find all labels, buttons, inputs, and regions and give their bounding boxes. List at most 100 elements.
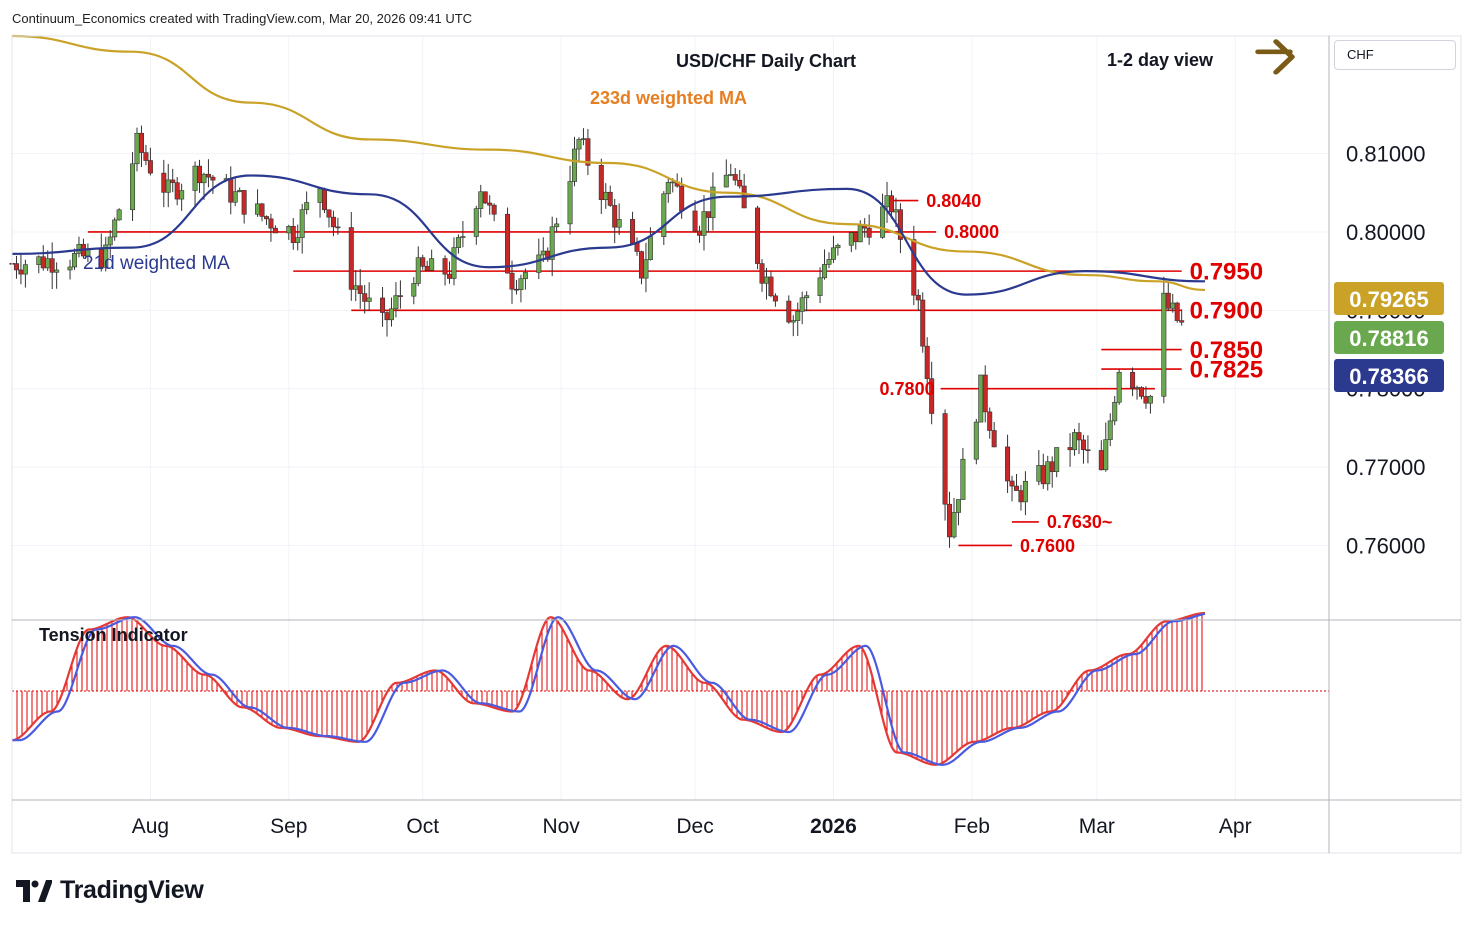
candle-body <box>161 172 167 193</box>
candle-body <box>804 295 810 299</box>
candle-body <box>54 269 60 273</box>
candle-body <box>174 182 180 200</box>
tradingview-logo-icon <box>16 879 52 902</box>
candle-body <box>701 211 707 236</box>
candle-body <box>36 256 42 265</box>
candle-body <box>616 219 622 228</box>
candle-body <box>576 139 582 150</box>
candle-body <box>1040 465 1046 485</box>
candle-body <box>1018 490 1024 503</box>
candle-body <box>112 219 118 238</box>
candle-body <box>987 411 993 431</box>
candle-body <box>205 173 211 178</box>
x-tick-label: Apr <box>1219 815 1252 838</box>
candle-body <box>1013 485 1019 491</box>
level-label: 0.8040 <box>926 191 981 211</box>
candle-body <box>335 226 341 229</box>
candle-body <box>116 209 122 221</box>
x-tick-label: Feb <box>954 815 990 838</box>
candle-body <box>299 209 305 238</box>
candle-body <box>982 374 988 413</box>
candle-body <box>540 250 546 256</box>
candle-body <box>880 206 886 238</box>
chart-credit: Continuum_Economics created with Trading… <box>12 11 473 26</box>
candle-body <box>634 242 640 252</box>
candle-body <box>1049 461 1055 473</box>
candle-body <box>232 191 238 203</box>
candle-body <box>22 264 28 275</box>
currency-selector[interactable]: CHF <box>1334 40 1456 70</box>
level-label: 0.7900 <box>1190 298 1263 325</box>
candle-body <box>580 138 586 140</box>
candle-body <box>290 226 296 243</box>
candle-body <box>366 297 372 302</box>
candle-body <box>473 208 479 237</box>
candle-body <box>1080 439 1086 451</box>
candle-body <box>991 430 997 448</box>
tradingview-logo: TradingView <box>16 876 204 905</box>
candle-body <box>455 237 461 248</box>
candle-body <box>147 160 153 174</box>
candle-body <box>192 165 198 191</box>
axes: 0.760000.770000.780000.790000.800000.810… <box>11 35 1462 854</box>
candle-body <box>1009 480 1015 487</box>
chart-frame <box>11 35 1462 854</box>
candle-body <box>353 285 359 290</box>
ma233-line <box>11 34 1206 292</box>
price-badge <box>1334 282 1444 315</box>
candle-body <box>630 219 636 244</box>
candle-body <box>826 259 832 265</box>
candle-body <box>138 132 144 153</box>
candle-body <box>772 295 778 302</box>
candle-body <box>536 254 542 273</box>
candle-body <box>915 294 921 301</box>
candle-body <box>799 297 805 312</box>
candle-body <box>737 179 743 187</box>
candle-body <box>447 273 453 279</box>
candle-body <box>795 311 801 321</box>
tension-signal-line <box>11 612 1205 766</box>
candle-body <box>518 278 524 290</box>
candle-body <box>763 276 769 284</box>
candle-body <box>643 259 649 279</box>
candle-body <box>357 285 363 294</box>
moving-averages <box>11 34 1206 296</box>
candle-body <box>598 165 604 201</box>
candlestick-series <box>9 125 1185 548</box>
candle-body <box>1112 401 1118 422</box>
candle-body <box>1134 387 1140 389</box>
candle-body <box>759 263 765 284</box>
candle-body <box>888 195 894 213</box>
candle-body <box>322 188 328 211</box>
candle-body <box>817 277 823 296</box>
candle-body <box>1076 432 1082 441</box>
y-tick-label: 0.80000 <box>1346 220 1426 245</box>
level-label: 0.7630~ <box>1047 512 1113 532</box>
ma21-label: 21d weighted MA <box>83 253 230 274</box>
candle-body <box>1147 395 1153 404</box>
candle-body <box>478 191 484 209</box>
candle-body <box>1098 450 1104 471</box>
candle-body <box>884 195 890 208</box>
candle-body <box>49 258 55 273</box>
candle-body <box>549 226 555 260</box>
candle-body <box>768 276 774 297</box>
candle-body <box>929 378 935 414</box>
candle-body <box>384 312 390 321</box>
candle-body <box>911 239 917 296</box>
candle-body <box>415 257 421 284</box>
candle-body <box>924 345 930 379</box>
candle-body <box>897 209 903 240</box>
candle-body <box>790 320 796 323</box>
candle-body <box>259 203 265 217</box>
price-badge <box>1334 321 1444 354</box>
candle-body <box>45 258 51 269</box>
candle-body <box>612 205 618 228</box>
x-tick-label: Aug <box>132 815 169 838</box>
tension-indicator-pane <box>11 612 1329 766</box>
candle-body <box>1005 446 1011 482</box>
candle-body <box>241 190 247 215</box>
candle-body <box>255 203 261 215</box>
candle-body <box>268 218 274 229</box>
